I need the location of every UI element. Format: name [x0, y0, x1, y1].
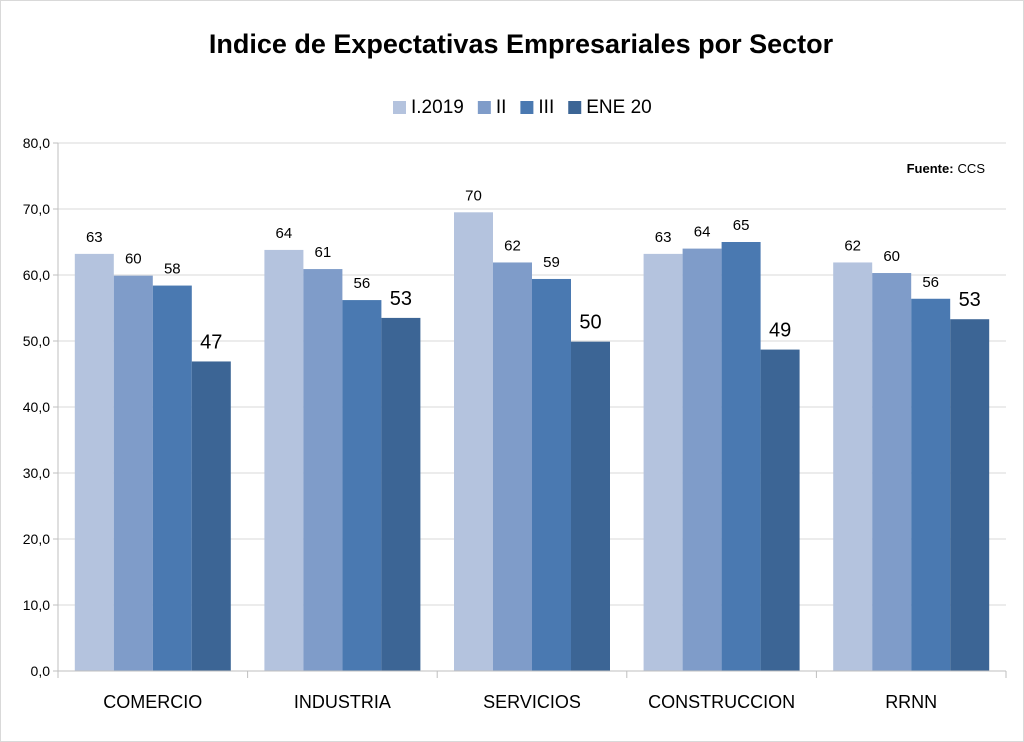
data-label: 70	[465, 187, 482, 204]
data-label: 62	[504, 237, 521, 254]
chart-title: Indice de Expectativas Empresariales por…	[209, 29, 834, 59]
bar	[872, 273, 912, 671]
bar	[760, 349, 800, 671]
y-tick-label: 30,0	[23, 465, 50, 481]
bar	[113, 275, 153, 671]
data-labels: 63 60 58 47 64 61 56 53 70 62 59 50 63 64 65 49 62 60 56 53	[86, 187, 981, 353]
data-label: 61	[315, 244, 332, 261]
y-tick-label: 0,0	[31, 663, 51, 679]
y-tick-label: 70,0	[23, 201, 50, 217]
bar	[152, 285, 192, 671]
bar	[264, 249, 304, 672]
data-label: 64	[694, 224, 711, 241]
data-label: 59	[543, 254, 560, 271]
legend: I.2019 II III ENE 20	[393, 97, 652, 118]
bar	[342, 300, 382, 671]
y-tick-label: 40,0	[23, 399, 50, 415]
bar	[950, 319, 990, 671]
data-label: 49	[769, 320, 791, 342]
data-label: 53	[390, 288, 412, 310]
bar	[833, 262, 873, 671]
bar	[721, 242, 761, 671]
y-tick-label: 80,0	[23, 135, 50, 151]
data-label: 56	[354, 275, 371, 292]
data-label: 50	[579, 312, 601, 334]
y-tick-label: 50,0	[23, 333, 50, 349]
x-category-label: RRNN	[885, 692, 937, 712]
bar	[571, 341, 610, 671]
source-note: Fuente: CCS	[907, 161, 986, 176]
x-category-label: COMERCIO	[103, 692, 202, 712]
legend-swatch	[520, 101, 534, 114]
x-category-label: SERVICIOS	[483, 692, 581, 712]
data-label: 58	[164, 261, 181, 278]
bars	[74, 212, 990, 672]
data-label: 65	[733, 217, 750, 234]
data-label: 47	[200, 331, 222, 353]
legend-swatch	[477, 101, 491, 114]
y-tick-label: 10,0	[23, 597, 50, 613]
data-label: 63	[86, 229, 103, 246]
legend-label: I.2019	[411, 97, 464, 118]
x-category-label: CONSTRUCCION	[648, 692, 795, 712]
legend-label: II	[496, 97, 507, 118]
data-label: 60	[125, 251, 142, 268]
legend-label: ENE 20	[586, 97, 651, 118]
legend-swatch	[568, 101, 582, 114]
data-label: 62	[844, 237, 861, 254]
source-value: CCS	[958, 161, 986, 176]
bar	[643, 253, 683, 671]
data-label: 63	[655, 229, 672, 246]
legend-swatch	[393, 101, 406, 114]
y-tick-label: 20,0	[23, 531, 50, 547]
bar	[911, 298, 951, 671]
legend-label: III	[538, 97, 554, 118]
bar	[381, 317, 421, 671]
bar	[303, 269, 343, 671]
bar	[532, 278, 571, 671]
bar	[74, 253, 114, 671]
axes: 0,0 10,0 20,0 30,0 40,0 50,0 60,0 70,0 80,0 COMER…	[23, 135, 1007, 712]
bar	[493, 262, 532, 671]
bar	[682, 248, 722, 671]
x-category-label: INDUSTRIA	[294, 692, 391, 712]
data-label: 64	[276, 225, 293, 242]
bar	[191, 361, 231, 671]
bar	[454, 212, 493, 672]
y-tick-label: 60,0	[23, 267, 50, 283]
data-label: 53	[959, 289, 981, 311]
source-label: Fuente:	[907, 161, 954, 176]
data-label: 60	[883, 248, 900, 265]
data-label: 56	[922, 274, 939, 291]
